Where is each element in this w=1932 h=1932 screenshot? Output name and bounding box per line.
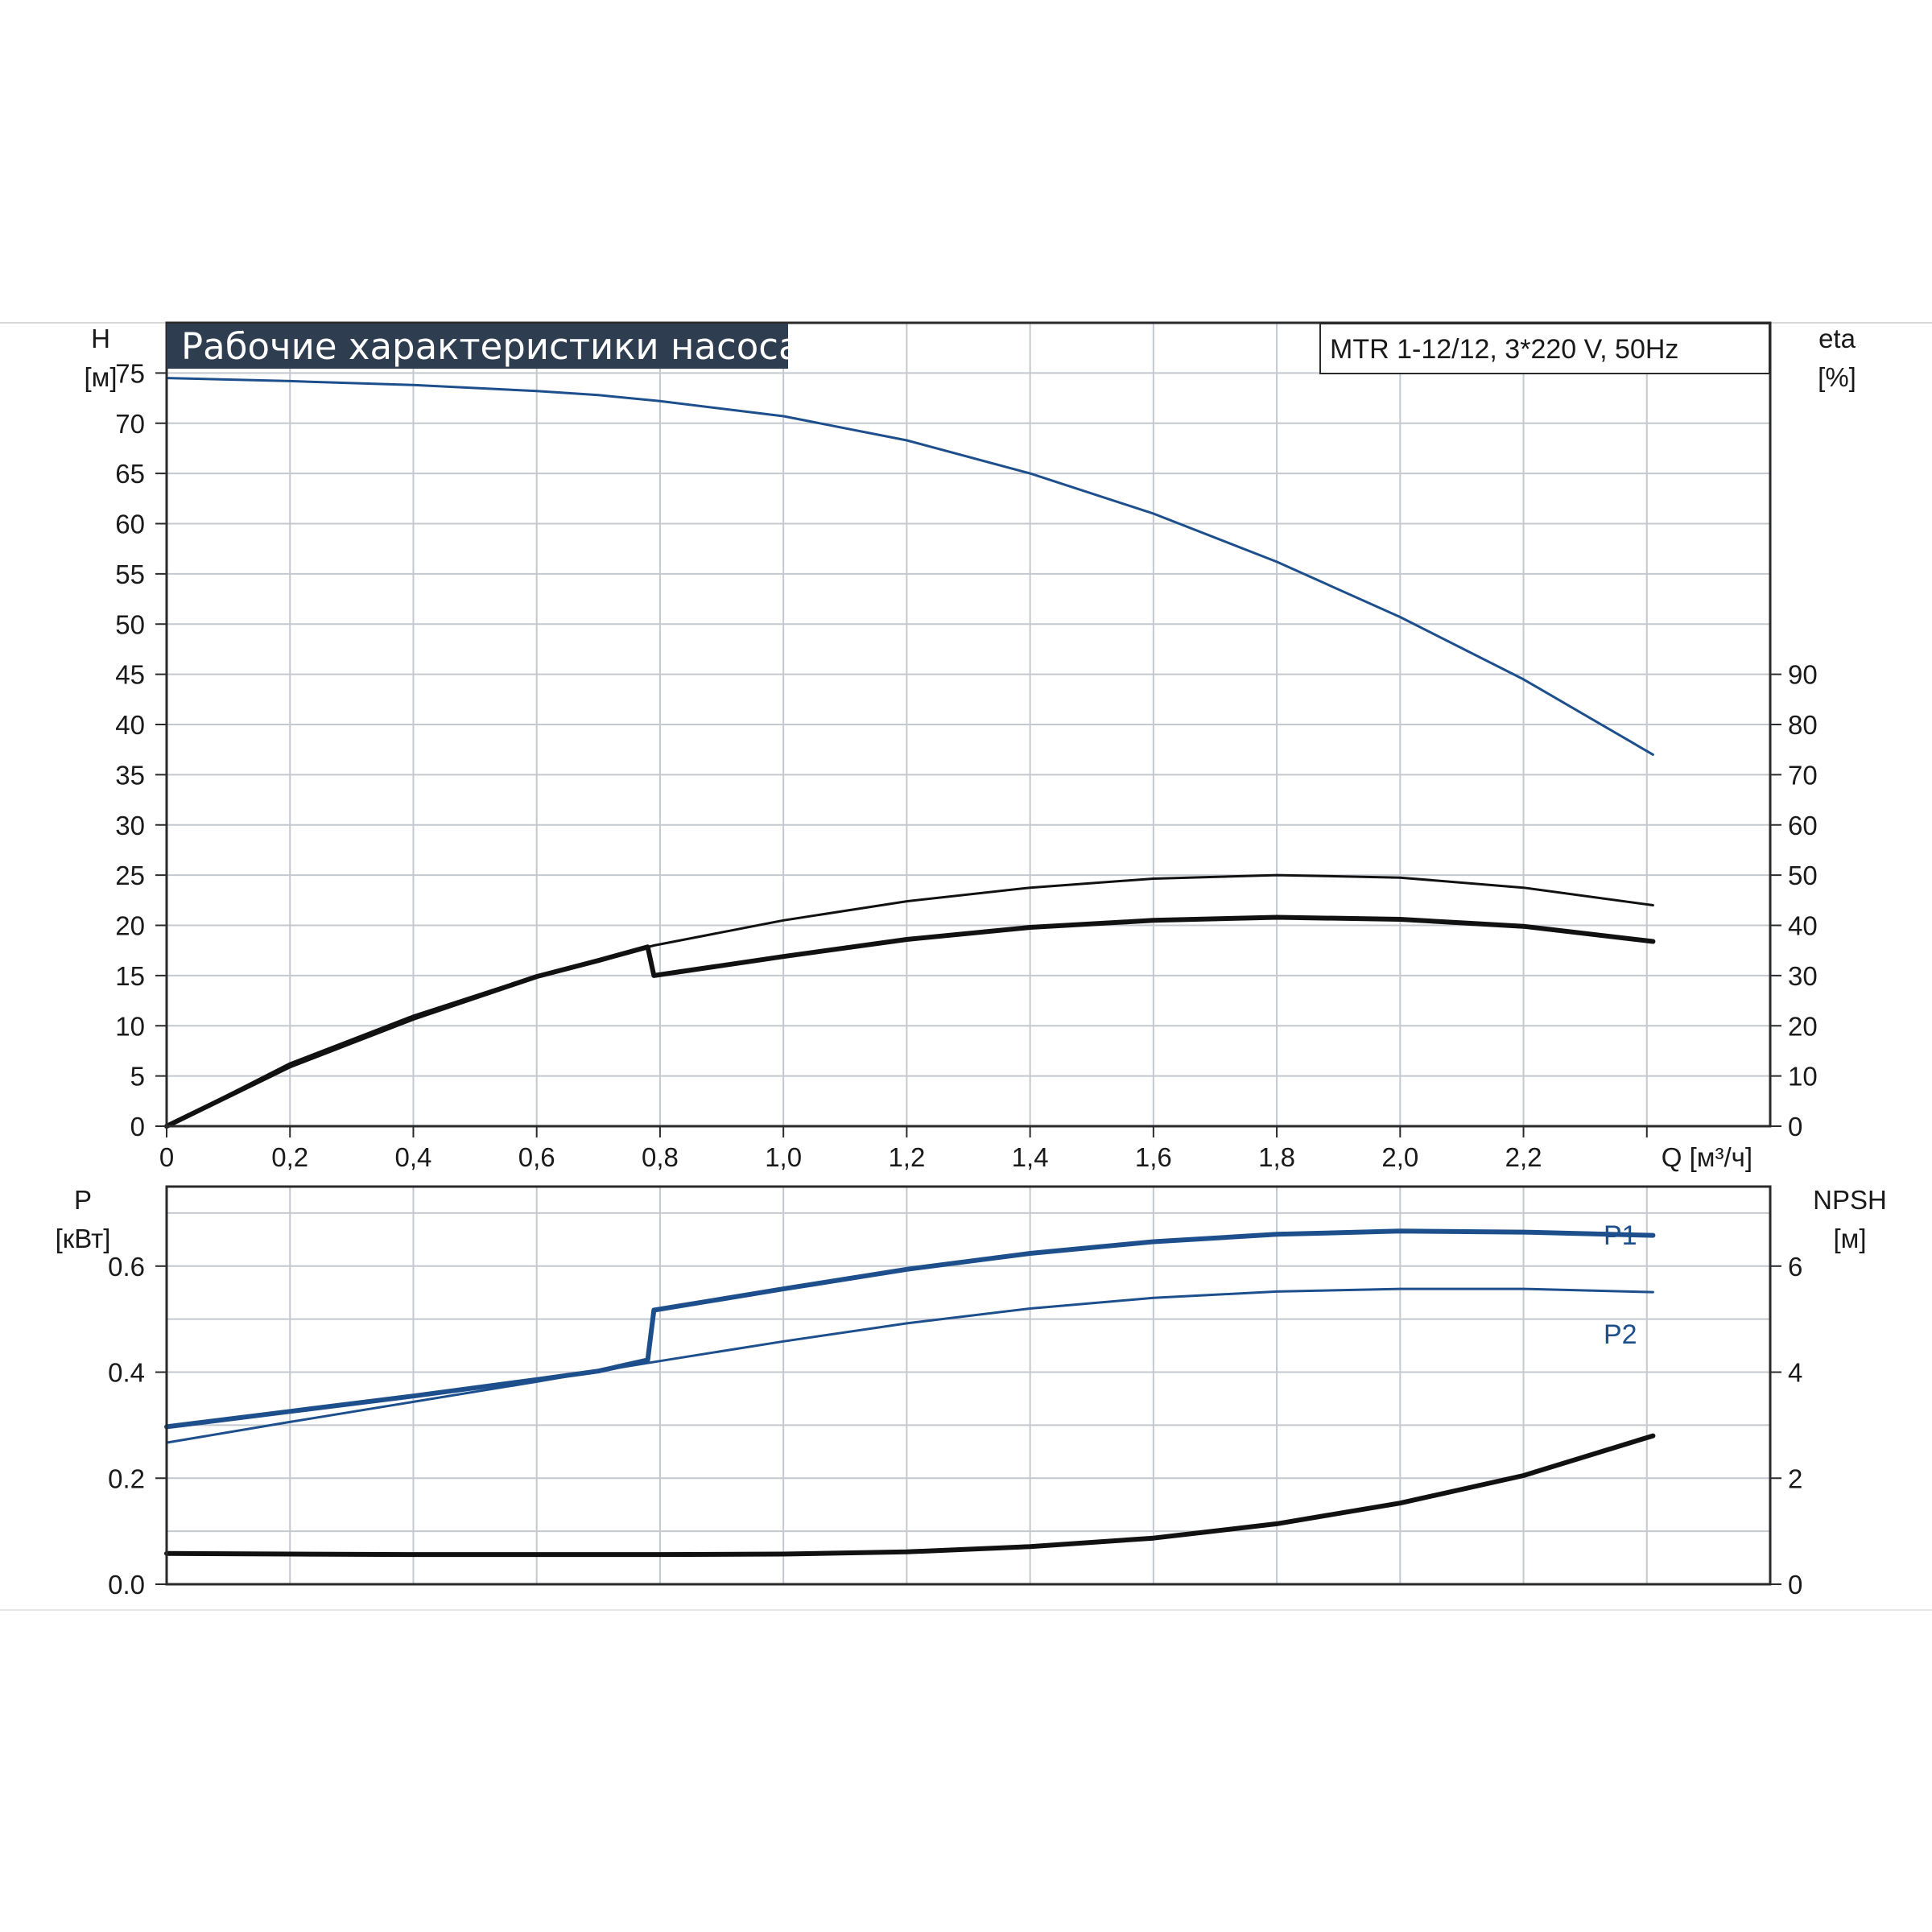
top-right-tick-label: 40 — [1788, 911, 1818, 941]
efficiency-curve-thick — [164, 914, 1656, 1129]
head-axis-ticks: 0 5 10 15 20 25 30 35 40 45 50 55 60 65 70 75 — [115, 358, 167, 1141]
efficiency-axis-unit: [%] — [1818, 362, 1856, 392]
top-chart-grid — [167, 323, 1770, 1126]
efficiency-axis-ticks: 0 10 20 30 40 50 60 70 80 90 — [1770, 660, 1818, 1141]
flow-tick-label: 1,0 — [765, 1142, 802, 1172]
top-right-tick-label: 10 — [1788, 1062, 1818, 1092]
bottom-left-tick-label: 0.0 — [108, 1570, 145, 1600]
flow-tick-label: 0,2 — [271, 1142, 308, 1172]
top-right-tick-label: 30 — [1788, 961, 1818, 991]
head-curve — [165, 377, 1654, 756]
head-axis-title: H — [91, 324, 110, 353]
power-p1-curve — [164, 1228, 1656, 1430]
flow-tick-label: 2,2 — [1505, 1142, 1542, 1172]
flow-axis-label: Q [м³/ч] — [1662, 1142, 1752, 1172]
top-left-tick-label: 20 — [115, 911, 145, 941]
top-left-tick-label: 30 — [115, 811, 145, 840]
top-left-tick-label: 40 — [115, 710, 145, 740]
npsh-axis-title: NPSH — [1813, 1185, 1887, 1215]
chart-title-box — [167, 324, 788, 369]
power-axis-title: P — [74, 1185, 92, 1215]
top-right-tick-label: 90 — [1788, 660, 1818, 690]
power-p2-curve — [165, 1287, 1654, 1444]
power-axis-ticks: 0.0 0.2 0.4 0.6 — [108, 1252, 167, 1600]
flow-tick-label: 0,8 — [642, 1142, 679, 1172]
top-left-tick-label: 70 — [115, 409, 145, 439]
flow-tick-label: 1,2 — [888, 1142, 925, 1172]
top-left-tick-label: 75 — [115, 358, 145, 388]
bottom-left-tick-label: 0.6 — [108, 1252, 145, 1282]
top-right-tick-label: 20 — [1788, 1011, 1818, 1041]
top-left-tick-label: 45 — [115, 660, 145, 690]
bottom-right-tick-label: 2 — [1788, 1463, 1802, 1493]
flow-axis-ticks: 0 0,2 0,4 0,6 0,8 1,0 1,2 1,4 1,6 1,8 2,0 2,2 — [155, 1125, 1648, 1172]
top-chart: 0 5 10 15 20 25 30 35 40 45 50 55 60 65 70 75 0 10 20 30 40… — [84, 321, 1856, 1172]
top-chart-series — [164, 377, 1656, 1129]
power-axis-unit: [кВт] — [56, 1224, 111, 1253]
top-right-tick-label: 0 — [1788, 1112, 1802, 1141]
flow-tick-label: 2,0 — [1381, 1142, 1418, 1172]
top-right-tick-label: 50 — [1788, 861, 1818, 890]
flow-tick-label: 0,4 — [395, 1142, 432, 1172]
flow-tick-label: 0 — [159, 1142, 174, 1172]
bottom-right-tick-label: 0 — [1788, 1570, 1802, 1600]
top-left-tick-label: 15 — [115, 961, 145, 991]
top-left-tick-label: 25 — [115, 861, 145, 890]
npsh-axis-unit: [м] — [1833, 1224, 1866, 1253]
bottom-left-tick-label: 0.2 — [108, 1463, 145, 1493]
series-label-p1: P1 — [1604, 1220, 1637, 1251]
top-left-tick-label: 10 — [115, 1011, 145, 1041]
bottom-chart-frame — [165, 1185, 1772, 1586]
flow-tick-label: 0,6 — [518, 1142, 555, 1172]
npsh-axis-ticks: 0 2 4 6 — [1770, 1252, 1802, 1600]
chart-title: Рабочие характеристики насоса — [181, 325, 801, 368]
top-right-tick-label: 70 — [1788, 760, 1818, 790]
bottom-right-tick-label: 6 — [1788, 1252, 1802, 1282]
top-right-tick-label: 80 — [1788, 710, 1818, 740]
top-left-tick-label: 5 — [130, 1062, 145, 1092]
bottom-chart-series — [164, 1228, 1656, 1558]
npsh-curve — [164, 1433, 1656, 1558]
efficiency-curve-thin — [165, 873, 1654, 1128]
bottom-right-tick-label: 4 — [1788, 1358, 1802, 1388]
model-label-box — [1319, 323, 1770, 374]
series-label-p2: P2 — [1604, 1319, 1637, 1350]
head-axis-unit: [м] — [84, 362, 117, 392]
top-left-tick-label: 35 — [115, 760, 145, 790]
top-left-tick-label: 55 — [115, 559, 145, 589]
flow-tick-label: 1,6 — [1135, 1142, 1172, 1172]
top-left-tick-label: 65 — [115, 459, 145, 489]
model-label: MTR 1-12/12, 3*220 V, 50Hz — [1330, 334, 1678, 365]
bottom-chart-grid — [167, 1187, 1770, 1584]
top-right-tick-label: 60 — [1788, 811, 1818, 840]
flow-tick-label: 1,8 — [1258, 1142, 1295, 1172]
top-left-tick-label: 60 — [115, 510, 145, 539]
flow-tick-label: 1,4 — [1012, 1142, 1049, 1172]
top-left-tick-label: 50 — [115, 609, 145, 639]
top-left-tick-label: 0 — [130, 1112, 145, 1141]
bottom-left-tick-label: 0.4 — [108, 1358, 145, 1388]
bottom-chart: 0.0 0.2 0.4 0.6 0 2 4 6 P [кВт] NPSH [м] P1 P2 — [56, 1185, 1887, 1600]
efficiency-axis-title: eta — [1818, 324, 1856, 353]
